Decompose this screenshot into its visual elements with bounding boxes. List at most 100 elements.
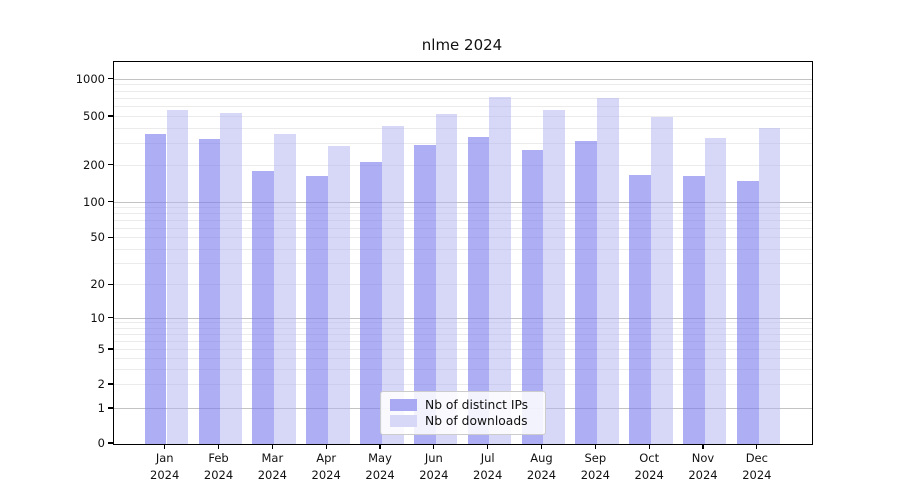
bar-distinct-ips: [575, 140, 598, 444]
y-axis-tick-mark: [108, 442, 113, 444]
gridline-minor: [114, 219, 812, 221]
y-axis-tick-mark: [108, 115, 113, 117]
gridline-minor: [114, 213, 812, 215]
legend-swatch-downloads-icon: [390, 415, 417, 428]
gridline-minor: [114, 357, 812, 359]
x-axis-tick-mark: [594, 444, 596, 449]
gridline-minor: [114, 333, 812, 335]
x-axis-month-label: Feb 2024: [203, 451, 234, 482]
bar-distinct-ips: [467, 137, 490, 444]
x-axis-month-label: Nov 2024: [688, 451, 718, 482]
gridline-minor: [114, 106, 812, 108]
x-axis-tick-mark: [325, 444, 327, 449]
x-axis-month-label: Jan 2024: [150, 451, 180, 482]
y-axis-tick-label: 1: [97, 401, 105, 416]
bar-distinct-ips: [629, 174, 651, 444]
bar-downloads: [597, 98, 619, 444]
y-axis-tick-label: 10: [90, 310, 105, 325]
x-axis-tick-mark: [379, 444, 381, 449]
gridline-major: [114, 201, 812, 203]
x-axis-tick-mark: [487, 444, 489, 449]
legend: Nb of distinct IPs Nb of downloads: [380, 391, 546, 435]
gridline-minor: [114, 207, 812, 208]
gridline-minor: [114, 164, 812, 166]
bar-downloads: [274, 133, 296, 444]
x-axis-month-label: Jun 2024: [419, 451, 449, 482]
bar-distinct-ips: [683, 176, 705, 444]
y-axis-tick-mark: [108, 316, 113, 319]
gridline-minor: [114, 97, 812, 99]
y-axis-tick-label: 1000: [75, 71, 105, 86]
y-axis-tick-mark: [108, 383, 113, 385]
y-axis-tick-label: 20: [90, 277, 105, 292]
y-axis-tick-mark: [108, 236, 113, 238]
x-axis-month-label: Mar 2024: [257, 451, 287, 482]
x-axis-tick-mark: [433, 444, 435, 449]
gridline-minor: [114, 284, 812, 286]
plot-area: [113, 61, 813, 445]
gridline-minor: [114, 384, 812, 386]
x-axis-month-label: Jul 2024: [473, 451, 503, 482]
bar-downloads: [704, 138, 727, 444]
y-axis-tick-mark: [108, 348, 113, 350]
legend-item-distinct-ips: Nb of distinct IPs: [390, 398, 536, 412]
gridline-minor: [114, 127, 812, 129]
x-axis-month-label: Apr 2024: [311, 451, 341, 482]
gridline-minor: [114, 322, 812, 324]
bar-distinct-ips: [413, 144, 436, 444]
gridline-minor: [114, 263, 812, 265]
gridline-minor: [114, 90, 812, 92]
gridline-minor: [114, 115, 812, 117]
bar-downloads: [327, 145, 350, 444]
x-axis-month-label: Dec 2024: [742, 451, 772, 482]
bar-downloads: [489, 96, 512, 444]
gridline-minor: [114, 227, 812, 229]
bar-distinct-ips: [521, 149, 544, 444]
y-axis-tick-mark: [108, 163, 113, 166]
x-axis-tick-mark: [702, 444, 704, 449]
y-axis-tick-label: 2: [97, 377, 105, 392]
x-axis-month-label: Oct 2024: [634, 451, 664, 482]
gridline-major: [114, 317, 812, 319]
x-axis-month-label: Aug 2024: [526, 451, 557, 482]
bar-downloads: [435, 114, 458, 444]
gridline-minor: [114, 327, 812, 329]
x-axis-tick-mark: [540, 444, 543, 449]
gridline-minor: [114, 340, 812, 342]
chart-title: nlme 2024: [421, 36, 503, 54]
y-axis-tick-label: 200: [83, 157, 105, 172]
x-axis-tick-mark: [217, 444, 220, 449]
legend-label-downloads: Nb of downloads: [425, 414, 528, 429]
x-axis-month-label: Sep 2024: [580, 451, 610, 482]
bar-downloads: [166, 109, 189, 444]
bar-downloads: [381, 125, 404, 444]
x-axis-tick-mark: [756, 444, 758, 449]
y-axis-tick-mark: [108, 283, 113, 285]
bar-distinct-ips: [198, 139, 221, 444]
y-axis-tick-label: 0: [97, 436, 105, 450]
y-axis-tick-label: 500: [83, 108, 105, 123]
gridline-minor: [114, 84, 812, 86]
legend-item-downloads: Nb of downloads: [390, 414, 536, 428]
bar-distinct-ips: [360, 161, 382, 444]
bar-downloads: [758, 127, 781, 444]
gridline-minor: [114, 237, 812, 239]
gridline-minor: [114, 143, 812, 145]
y-axis-tick-label: 50: [90, 230, 105, 245]
legend-label-ips: Nb of distinct IPs: [425, 397, 529, 412]
x-axis-month-label: May 2024: [365, 451, 395, 482]
gridline-minor: [114, 349, 812, 351]
bar-distinct-ips: [252, 171, 275, 444]
x-axis-tick-mark: [164, 444, 166, 449]
bar-distinct-ips: [306, 176, 328, 444]
y-axis-tick-label: 5: [97, 342, 105, 357]
bar-downloads: [220, 112, 243, 444]
x-axis-tick-mark: [648, 444, 650, 449]
bar-downloads: [543, 109, 565, 444]
bar-distinct-ips: [144, 133, 167, 444]
legend-swatch-ips-icon: [390, 398, 417, 411]
y-axis-tick-mark: [108, 78, 113, 80]
bar-downloads: [650, 116, 673, 444]
gridline-minor: [114, 368, 812, 370]
